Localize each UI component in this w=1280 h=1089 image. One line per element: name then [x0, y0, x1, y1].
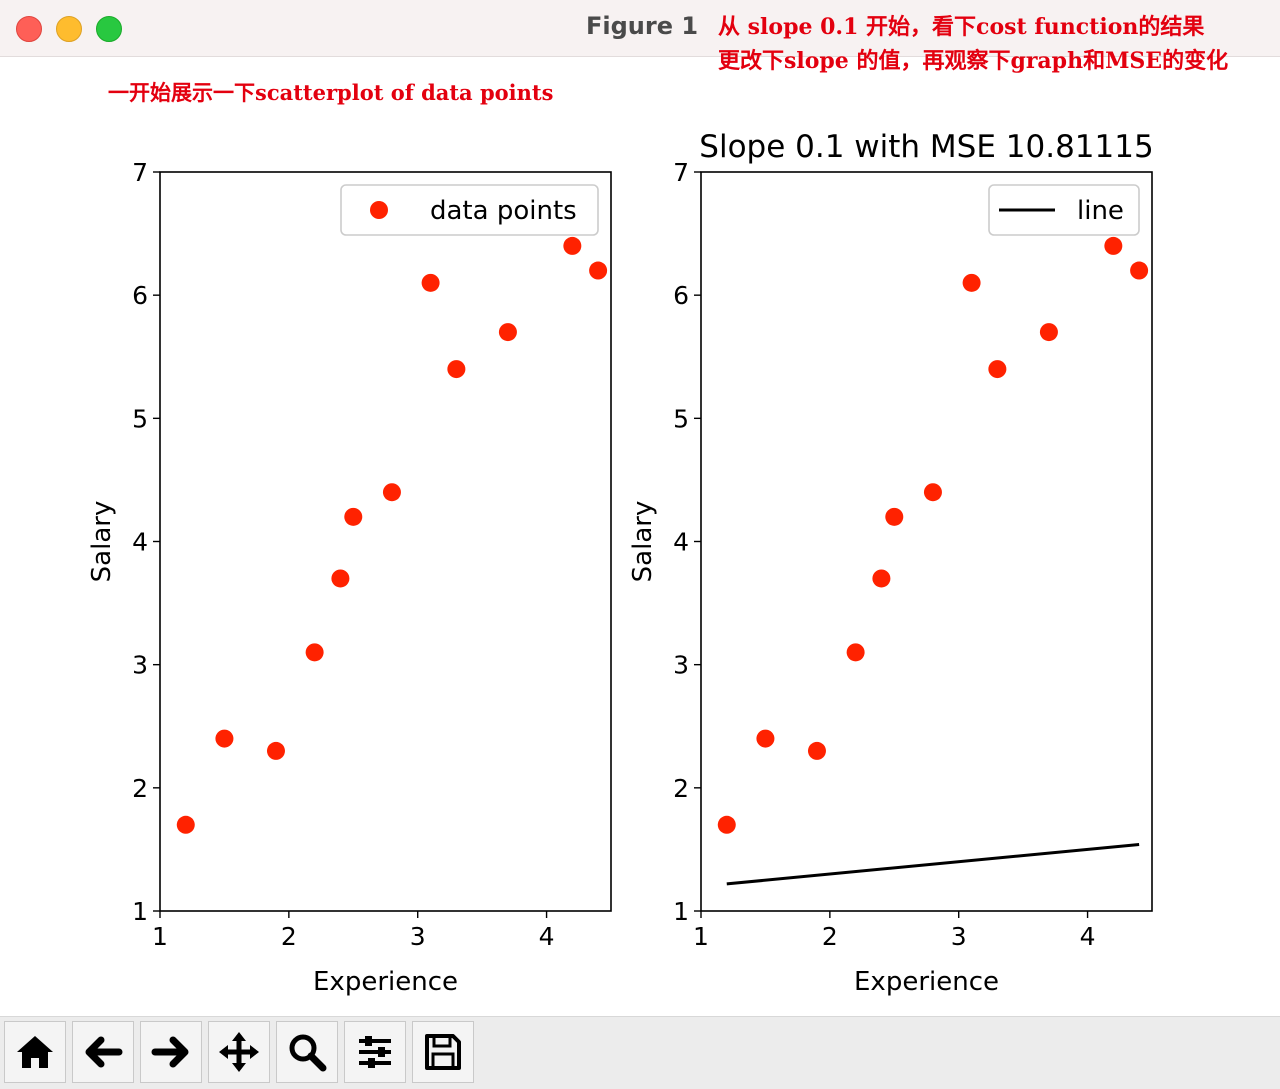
x-tick-label: 1	[152, 922, 168, 951]
x-tick-label: 4	[539, 922, 555, 951]
legend-label: data points	[430, 196, 577, 226]
y-tick-label: 4	[132, 528, 148, 557]
axes-frame	[700, 171, 1153, 912]
zoom-icon	[289, 1034, 327, 1072]
arrow-left-icon	[85, 1036, 123, 1068]
data-point	[215, 729, 234, 748]
zoom-button[interactable]	[276, 1021, 338, 1083]
data-point	[498, 323, 517, 342]
home-icon	[17, 1036, 53, 1068]
x-tick-label: 3	[951, 922, 967, 951]
configure-subplots-button[interactable]	[344, 1021, 406, 1083]
x-axis-label: Experience	[313, 967, 458, 997]
data-point	[807, 741, 826, 760]
annotation-top: 从 slope 0.1 开始，看下cost function的结果 更改下slo…	[718, 10, 1228, 78]
y-tick-label: 3	[673, 651, 689, 680]
y-tick-label: 7	[132, 158, 148, 187]
data-point	[447, 360, 466, 379]
annotation-top-line2: 更改下slope 的值，再观察下graph和MSE的变化	[718, 48, 1229, 74]
window-title: Figure 1	[586, 12, 699, 40]
annotation-left: 一开始展示一下scatterplot of data points	[108, 80, 554, 105]
save-icon	[425, 1034, 461, 1070]
navigation-toolbar	[0, 1016, 1280, 1089]
arrow-right-icon	[151, 1036, 189, 1068]
legend-label: line	[1077, 196, 1124, 226]
data-point	[589, 261, 608, 280]
regression-line	[726, 842, 1140, 886]
data-point	[331, 569, 350, 588]
legend-box	[340, 184, 599, 236]
data-point	[756, 729, 775, 748]
y-tick-label: 2	[132, 774, 148, 803]
y-tick-label: 3	[132, 651, 148, 680]
y-tick-label: 1	[132, 897, 148, 926]
figure-canvas: 1 2 3 4 1 2 3 4 5 6 7 Experience Salary data points 1…	[87, 129, 1154, 997]
close-window-button[interactable]	[16, 16, 42, 42]
y-tick-label: 7	[673, 158, 689, 187]
move-icon	[219, 1032, 259, 1072]
forward-button[interactable]	[140, 1021, 202, 1083]
x-tick-label: 2	[281, 922, 297, 951]
x-tick-label: 2	[822, 922, 838, 951]
y-tick-label: 6	[132, 281, 148, 310]
legend-box	[988, 184, 1140, 236]
save-button[interactable]	[412, 1021, 474, 1083]
y-tick-label: 4	[673, 528, 689, 557]
data-point	[988, 360, 1007, 379]
y-tick-label: 5	[673, 404, 689, 433]
y-tick-label: 5	[132, 404, 148, 433]
data-point	[846, 643, 865, 662]
maximize-window-button[interactable]	[96, 16, 122, 42]
data-point	[266, 741, 285, 760]
y-tick-label: 6	[673, 281, 689, 310]
minimize-window-button[interactable]	[56, 16, 82, 42]
data-point	[1130, 261, 1149, 280]
window-titlebar: Figure 1	[0, 0, 1280, 57]
data-point	[923, 483, 942, 502]
chart-title: Slope 0.1 with MSE 10.81115	[699, 129, 1153, 165]
data-point	[1104, 236, 1123, 255]
y-axis-label: Salary	[628, 501, 658, 583]
x-tick-label: 4	[1080, 922, 1096, 951]
data-point	[305, 643, 324, 662]
left-axes: 1 2 3 4 1 2 3 4 5 6 7 Experience Salary data points	[87, 158, 612, 997]
data-point	[563, 236, 582, 255]
data-point	[872, 569, 891, 588]
y-tick-label: 1	[673, 897, 689, 926]
data-point	[717, 815, 736, 834]
data-point	[382, 483, 401, 502]
annotation-top-line1: 从 slope 0.1 开始，看下cost function的结果	[718, 14, 1205, 40]
data-point	[421, 273, 440, 292]
data-point	[344, 507, 363, 526]
legend-point-marker	[370, 201, 388, 219]
axes-frame	[159, 171, 612, 912]
sliders-icon	[359, 1036, 391, 1068]
data-point	[1039, 323, 1058, 342]
x-tick-label: 3	[410, 922, 426, 951]
y-tick-label: 2	[673, 774, 689, 803]
data-point	[962, 273, 981, 292]
x-tick-label: 1	[693, 922, 709, 951]
back-button[interactable]	[72, 1021, 134, 1083]
right-axes: 1 2 3 4 1 2 3 4 5 6 7 Experience Salary Slope 0.1 wit…	[628, 129, 1154, 997]
data-point	[176, 815, 195, 834]
y-axis-label: Salary	[87, 501, 117, 583]
home-button[interactable]	[4, 1021, 66, 1083]
pan-button[interactable]	[208, 1021, 270, 1083]
data-point	[885, 507, 904, 526]
x-axis-label: Experience	[854, 967, 999, 997]
